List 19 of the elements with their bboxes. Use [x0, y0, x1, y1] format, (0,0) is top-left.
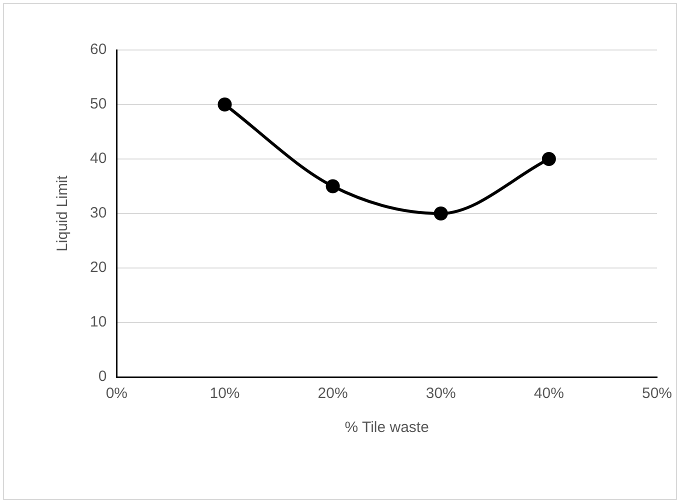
y-tick-label: 50	[90, 96, 107, 113]
y-tick-label: 60	[90, 41, 107, 58]
point	[218, 98, 232, 112]
y-tick-label: 20	[90, 259, 107, 276]
x-tick-label: 0%	[106, 385, 128, 402]
x-tick-label: 20%	[318, 385, 348, 402]
point	[434, 206, 448, 220]
point	[326, 179, 340, 194]
point	[542, 152, 556, 166]
y-tick-label: 40	[90, 150, 107, 168]
y-tick-label: 10	[90, 314, 107, 331]
x-tick-label: 30%	[426, 385, 456, 402]
x-tick-label: 50%	[642, 385, 672, 402]
x-axis-title: % Tile waste	[344, 419, 429, 436]
y-tick-label: 0	[98, 368, 107, 386]
y-tick-label: 30	[90, 204, 107, 222]
y-axis-title: Liquid Limit	[54, 174, 72, 252]
x-tick-label: 40%	[534, 385, 564, 402]
x-tick-label: 10%	[210, 385, 240, 402]
